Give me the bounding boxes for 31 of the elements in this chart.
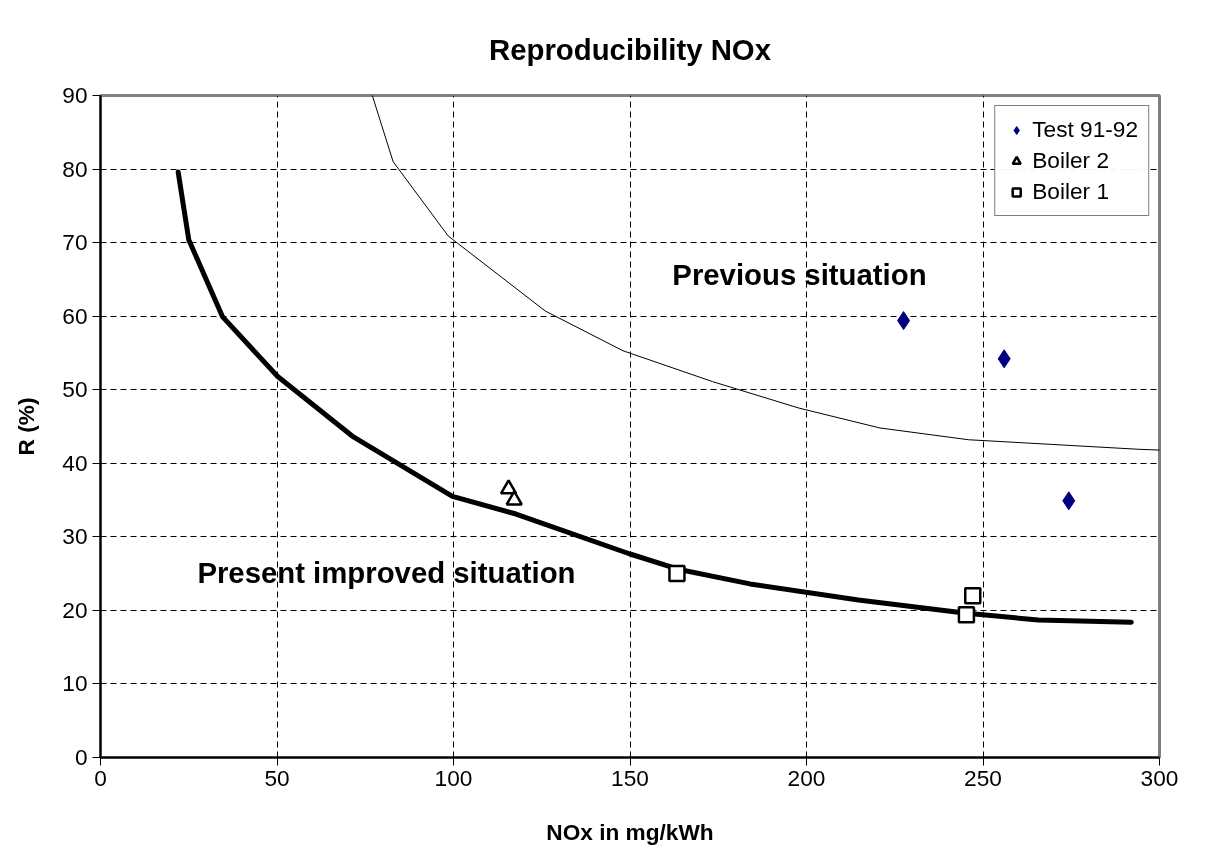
- x-tick-label: 0: [94, 764, 107, 791]
- y-tick-label: 10: [62, 670, 88, 697]
- point: [1062, 491, 1076, 511]
- point: [668, 564, 686, 583]
- point: [997, 349, 1011, 369]
- y-tick-label: 20: [62, 596, 88, 623]
- y-tick-label: 60: [62, 302, 88, 329]
- y-tick-label: 0: [74, 744, 88, 770]
- x-tick-label: 50: [264, 764, 290, 791]
- x-tick-label: 300: [1140, 764, 1179, 791]
- legend-label: Boiler 1: [1032, 178, 1110, 205]
- point: [964, 586, 982, 605]
- annotation: Present improved situation: [197, 555, 576, 589]
- x-tick-label: 100: [434, 764, 473, 791]
- y-tick-label: 40: [62, 449, 88, 476]
- point: [957, 606, 976, 624]
- legend-label: Boiler 2: [1032, 147, 1110, 174]
- chart-title: Reproducibility NOx: [489, 32, 772, 66]
- y-tick-label: 90: [62, 82, 88, 108]
- x-tick-label: 150: [611, 764, 649, 791]
- legend-label: Test 91-92: [1032, 116, 1138, 143]
- point: [897, 311, 911, 331]
- y-tick-label: 70: [62, 229, 88, 256]
- annotation: Previous situation: [672, 257, 927, 291]
- y-tick-label: 50: [62, 376, 88, 403]
- y-tick-label: 30: [62, 523, 88, 550]
- x-axis-title: NOx in mg/kWh: [546, 818, 714, 845]
- x-tick-label: 200: [787, 764, 826, 791]
- x-tick-label: 250: [964, 764, 1002, 791]
- y-tick-label: 80: [62, 155, 88, 182]
- y-axis-title: R (%): [13, 397, 40, 456]
